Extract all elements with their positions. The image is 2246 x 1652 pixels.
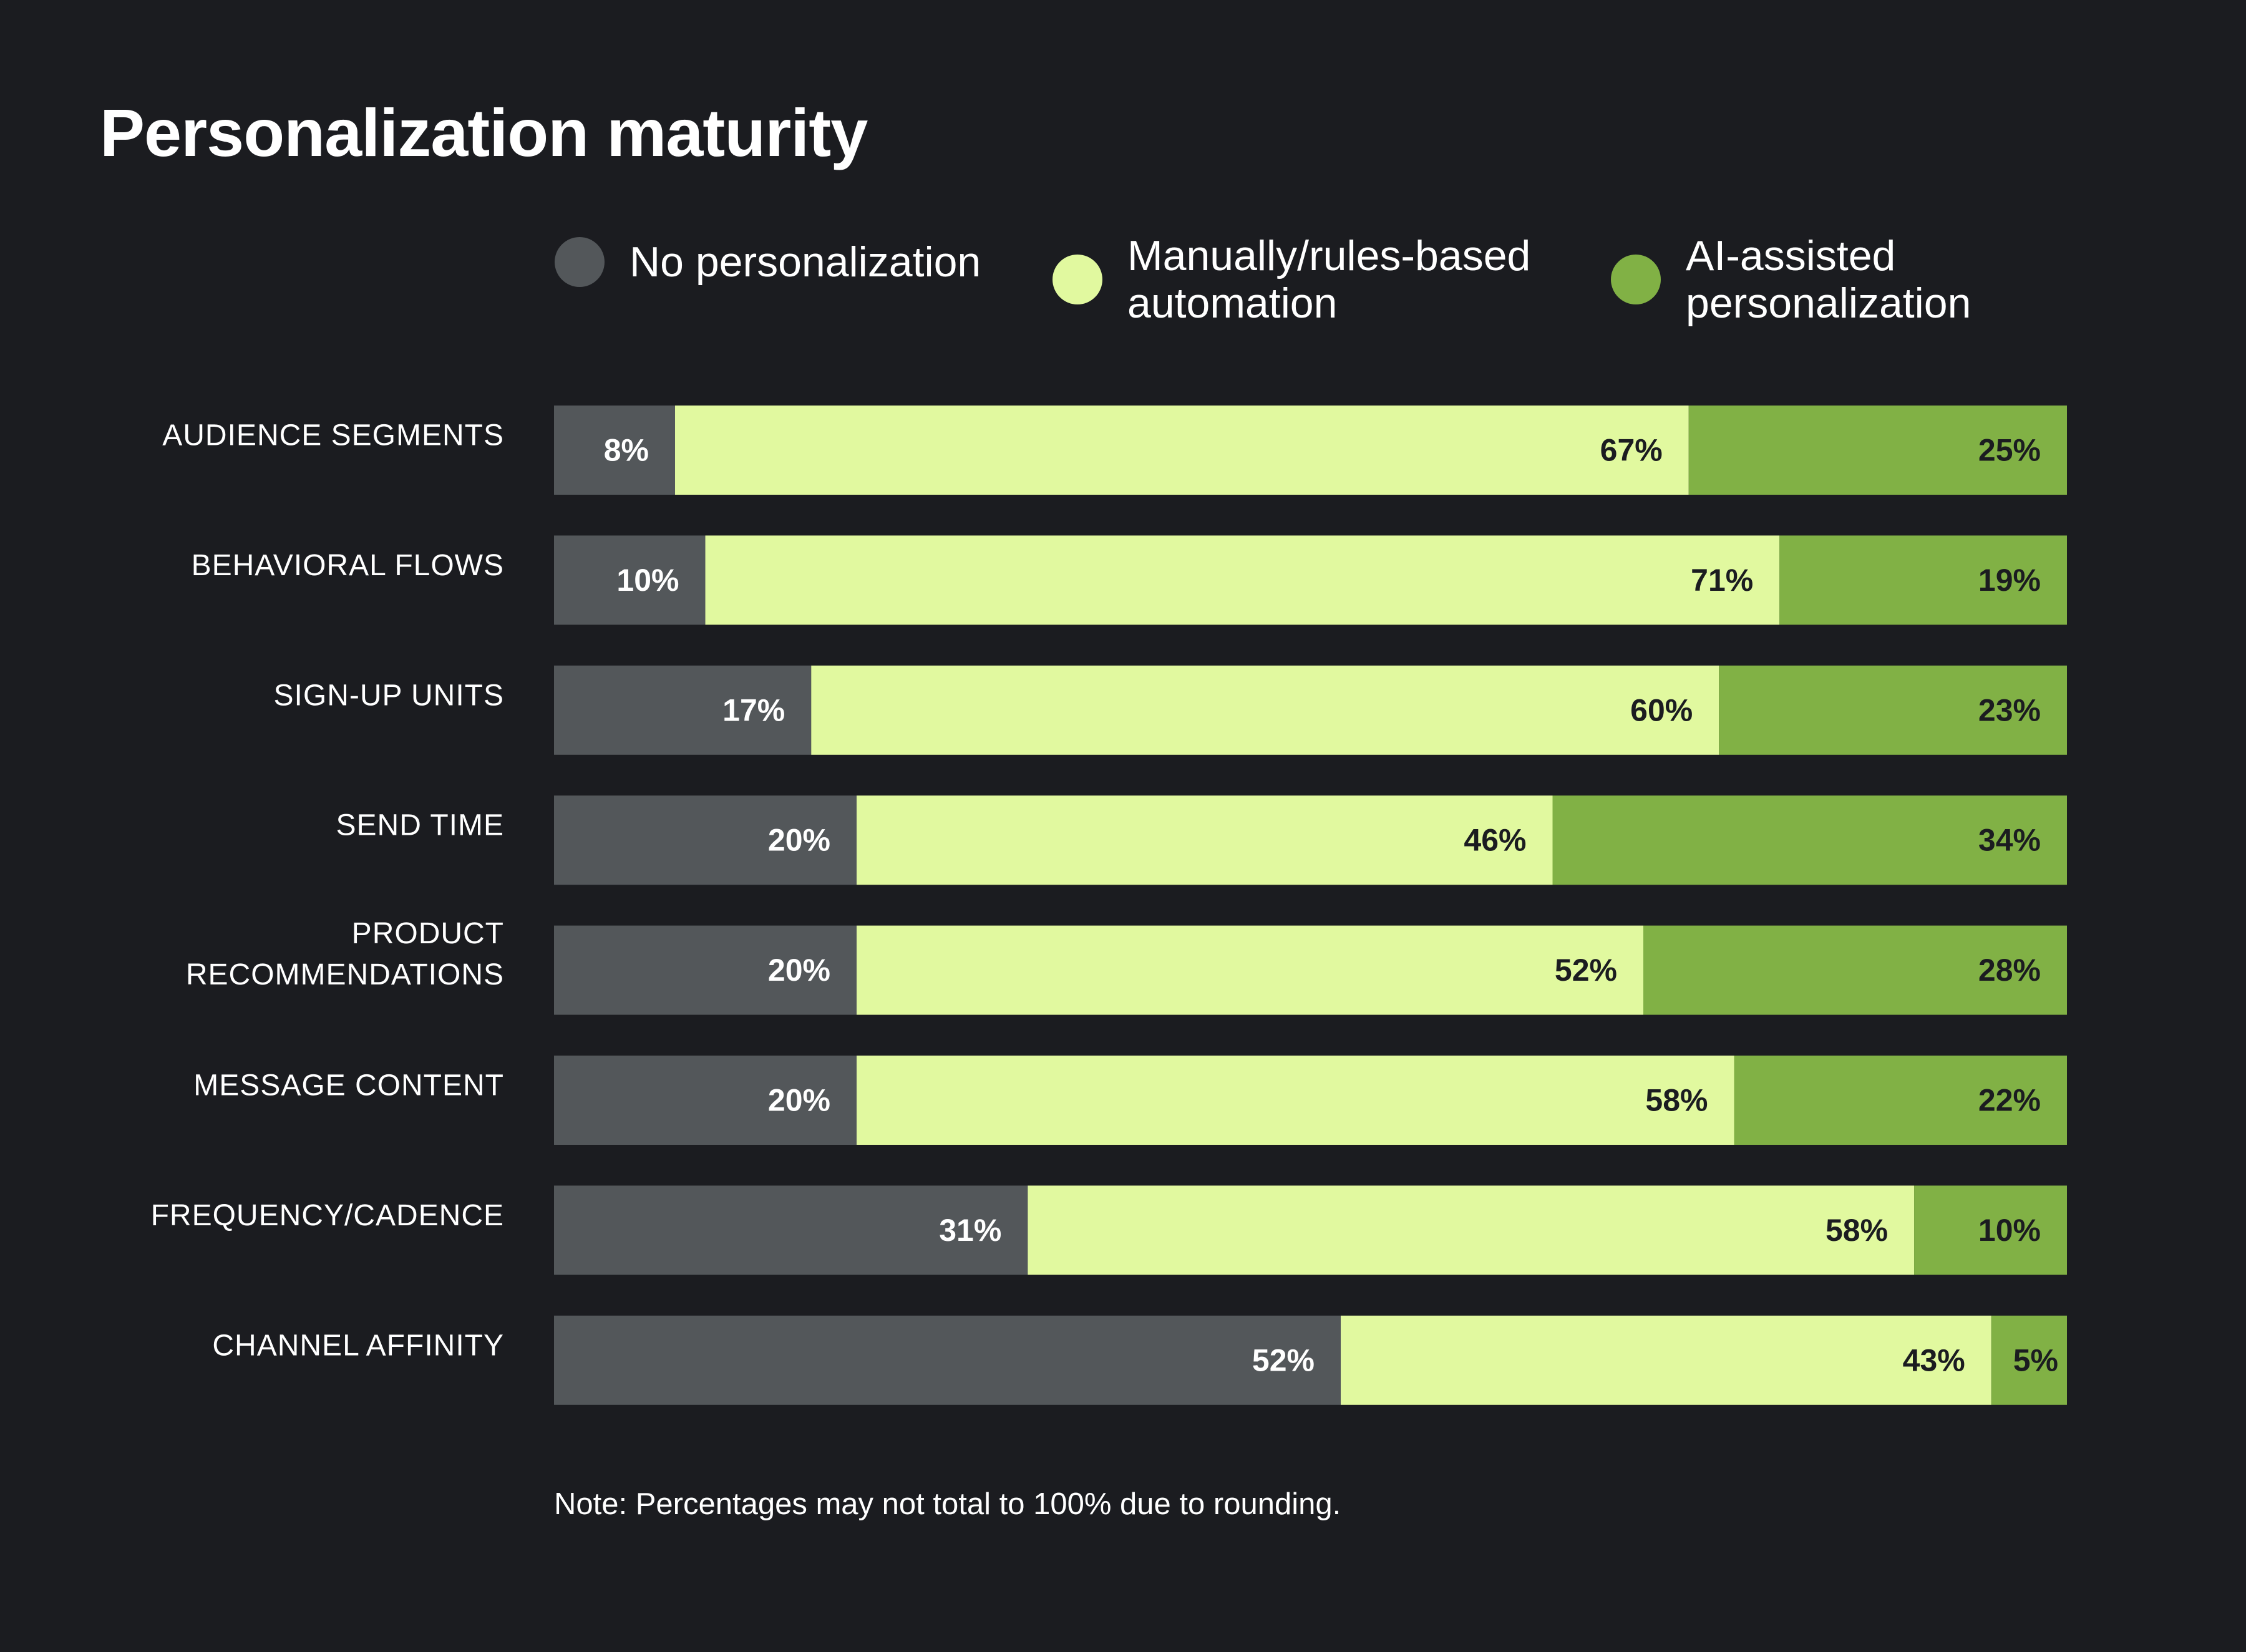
bar-segment <box>554 535 706 625</box>
data-label: 8% <box>604 433 649 468</box>
footnote: Note: Percentages may not total to 100% … <box>554 1487 1341 1521</box>
bar-segment <box>554 795 857 885</box>
bar-segment <box>1643 925 2067 1015</box>
bar-segment <box>1779 535 2067 625</box>
category-label: PRODUCT RECOMMENDATIONS <box>186 917 504 991</box>
bar-segment <box>1734 1056 2067 1145</box>
category-label: CHANNEL AFFINITY <box>212 1329 504 1362</box>
data-label: 20% <box>768 1083 830 1118</box>
bar-segment <box>1028 1185 1915 1275</box>
data-label: 43% <box>1903 1343 1965 1377</box>
data-label: 20% <box>768 953 830 988</box>
bar-segment <box>554 1315 1341 1405</box>
data-label: 22% <box>1978 1083 2041 1118</box>
bar-segment <box>554 665 812 755</box>
data-label: 71% <box>1691 563 1753 598</box>
category-label: MESSAGE CONTENT <box>193 1069 504 1102</box>
bar-segment <box>554 925 857 1015</box>
bar-segment <box>857 795 1553 885</box>
category-label: SIGN-UP UNITS <box>274 679 504 712</box>
legend-item-rules-based: Manually/rules-based automation <box>1053 232 1530 327</box>
legend-swatch-icon <box>1053 255 1102 304</box>
bar-segment <box>1914 1185 2067 1275</box>
bar-segment <box>554 1056 857 1145</box>
bar-segment <box>554 406 675 495</box>
category-label: BEHAVIORAL FLOWS <box>192 549 504 582</box>
bar-segment <box>1991 1315 2067 1405</box>
legend-swatch-icon <box>555 237 605 287</box>
data-label: 34% <box>1978 823 2041 858</box>
chart-title: Personalization maturity <box>100 95 868 170</box>
legend-label: AI-assisted personalization <box>1686 232 1971 327</box>
data-label: 10% <box>616 563 679 598</box>
bar-segment <box>1552 795 2067 885</box>
data-label: 5% <box>2013 1343 2058 1377</box>
data-label: 28% <box>1978 953 2041 988</box>
data-label: 31% <box>939 1213 1001 1248</box>
bar-segment <box>1688 406 2067 495</box>
bar-segment <box>1341 1315 1991 1405</box>
legend-label: Manually/rules-based automation <box>1127 232 1531 327</box>
bar-segment <box>811 665 1719 755</box>
data-label: 46% <box>1464 823 1526 858</box>
legend-item-ai-assisted: AI-assisted personalization <box>1611 232 1971 327</box>
bar-segment <box>857 1056 1734 1145</box>
data-label: 25% <box>1978 433 2041 468</box>
data-label: 58% <box>1825 1213 1888 1248</box>
bar-segment <box>675 406 1689 495</box>
bar-segment <box>554 1185 1028 1275</box>
bar-segment <box>857 925 1643 1015</box>
legend-swatch-icon <box>1611 255 1661 304</box>
data-label: 52% <box>1555 953 1617 988</box>
category-label: AUDIENCE SEGMENTS <box>162 419 504 452</box>
data-label: 23% <box>1978 692 2041 727</box>
data-label: 58% <box>1645 1083 1708 1118</box>
data-label: 19% <box>1978 563 2041 598</box>
data-label: 67% <box>1600 433 1663 468</box>
category-label: SEND TIME <box>336 809 504 842</box>
legend-item-no-personalization: No personalization <box>555 237 981 287</box>
bar-segment <box>1719 665 2067 755</box>
data-label: 60% <box>1630 692 1693 727</box>
data-label: 52% <box>1252 1343 1315 1377</box>
data-label: 17% <box>722 692 785 727</box>
data-label: 10% <box>1978 1213 2041 1248</box>
category-label: FREQUENCY/CADENCE <box>151 1199 504 1232</box>
data-label: 20% <box>768 823 830 858</box>
bar-segment <box>705 535 1780 625</box>
legend-label: No personalization <box>630 238 981 286</box>
